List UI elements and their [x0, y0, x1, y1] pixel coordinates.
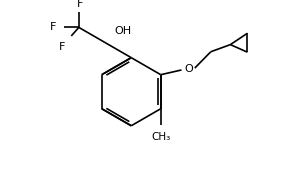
Text: CH₃: CH₃	[151, 132, 170, 142]
Text: F: F	[50, 22, 57, 32]
Text: F: F	[59, 42, 65, 52]
Text: F: F	[76, 0, 83, 9]
Text: OH: OH	[114, 26, 132, 36]
Text: O: O	[185, 64, 193, 74]
